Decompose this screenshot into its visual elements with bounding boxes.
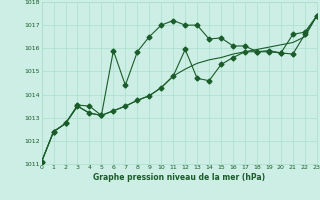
X-axis label: Graphe pression niveau de la mer (hPa): Graphe pression niveau de la mer (hPa) — [93, 173, 265, 182]
